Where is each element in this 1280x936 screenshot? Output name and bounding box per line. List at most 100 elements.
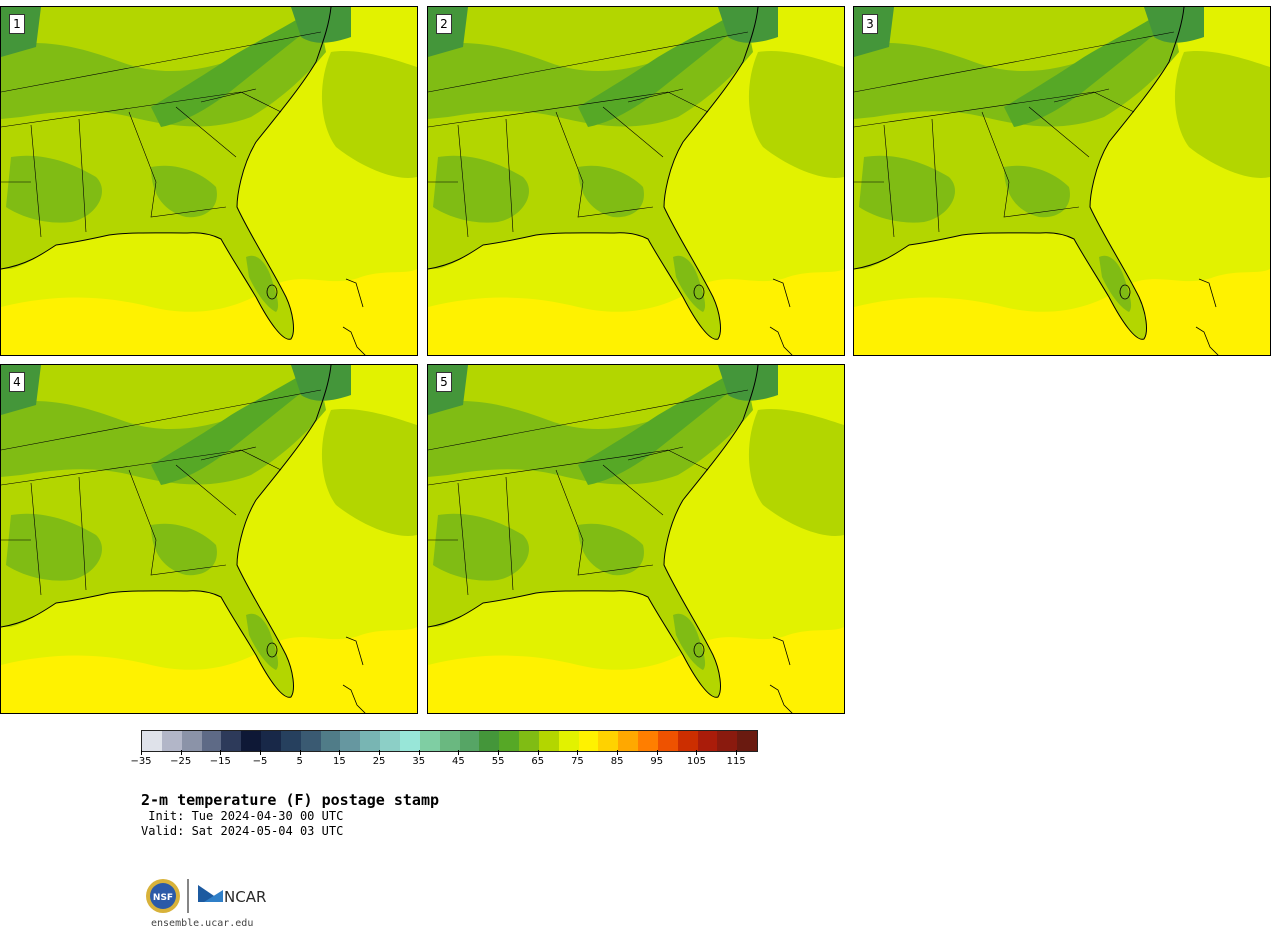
- colorbar-swatch: [201, 731, 222, 751]
- bahamas: [769, 636, 793, 713]
- colorbar-tick: [299, 750, 301, 755]
- bahamas: [342, 636, 366, 713]
- colorbar-swatch: [479, 731, 500, 751]
- offshore-patch-70: [321, 50, 417, 178]
- northeast-55: [1144, 7, 1204, 43]
- nsf-logo-icon: NSF: [146, 879, 180, 913]
- colorbar-tick: [736, 750, 738, 755]
- warm-band-80: [854, 269, 1270, 355]
- colorbar-tick-label: −35: [130, 756, 152, 767]
- temperature-colorbar: [141, 730, 758, 752]
- interior-65: [428, 385, 753, 485]
- colorbar-tick-label: 115: [726, 756, 746, 767]
- warm-band-80: [1, 269, 417, 355]
- northeast-55: [718, 7, 778, 43]
- member-number-label: 5: [436, 372, 452, 392]
- interior-65: [854, 27, 1179, 127]
- state-borders: [428, 389, 749, 596]
- colorbar-tick-label: −15: [209, 756, 231, 767]
- colorbar-swatch: [657, 731, 678, 751]
- colorbar-swatch: [439, 731, 460, 751]
- colorbar-tick-label: 25: [372, 756, 386, 767]
- lake-okeechobee: [1119, 284, 1131, 300]
- colorbar-tick: [617, 750, 619, 755]
- temperature-map: [1, 365, 417, 713]
- colorbar-swatch: [399, 731, 420, 751]
- colorbar-tick-label: 55: [491, 756, 505, 767]
- colorbar-swatch: [519, 731, 539, 751]
- interior-65b: [433, 155, 529, 223]
- interior-65c: [151, 165, 217, 218]
- interior-65c: [578, 165, 644, 218]
- offshore-patch-70: [1174, 50, 1270, 178]
- colorbar-tick: [141, 750, 142, 755]
- colorbar-swatch: [261, 731, 281, 751]
- colorbar-swatch: [677, 731, 698, 751]
- florida-65: [246, 255, 279, 312]
- florida-65: [1099, 255, 1132, 312]
- colorbar-tick-label: 75: [571, 756, 584, 767]
- florida-65: [246, 613, 279, 670]
- northeast-55: [718, 365, 778, 401]
- colorbar-tick: [696, 750, 698, 755]
- ensemble-member-panel-2: 2: [427, 6, 845, 356]
- bahamas: [769, 278, 793, 355]
- colorbar-tick-label: 5: [296, 756, 303, 767]
- colorbar-tick: [656, 750, 658, 755]
- colorbar-swatch: [340, 731, 361, 751]
- site-url: ensemble.ucar.edu: [151, 918, 254, 929]
- state-borders: [428, 31, 749, 238]
- ncar-logo-icon: NCAR: [198, 885, 266, 906]
- colorbar-tick: [418, 750, 420, 755]
- colorbar-tick-label: 45: [452, 756, 465, 767]
- map-slot: [1, 365, 417, 713]
- state-borders: [1, 389, 322, 596]
- colorbar-swatch: [380, 731, 400, 751]
- florida-65: [673, 255, 706, 312]
- colorbar-tick: [379, 750, 381, 755]
- warm-band-80: [1, 627, 417, 713]
- colorbar-swatch: [737, 731, 758, 751]
- colorbar-tick: [577, 750, 579, 755]
- interior-65c: [578, 523, 644, 576]
- colorbar-swatch: [300, 731, 321, 751]
- colorbar-tick: [498, 750, 500, 755]
- colorbar-ticks: −35 −25 −15 −5 5 15 25 35 45 55 65 75 85 95 105 115: [130, 750, 756, 774]
- valid-time: Valid: Sat 2024-05-04 03 UTC: [141, 824, 344, 838]
- offshore-patch-70: [748, 408, 844, 536]
- warm-band-80: [428, 627, 844, 713]
- colorbar-swatch: [598, 731, 619, 751]
- colorbar-swatch: [638, 731, 658, 751]
- map-slot: [1, 7, 417, 355]
- coastline: [1, 365, 332, 698]
- interior-65b: [6, 155, 102, 223]
- interior-65b: [433, 513, 529, 581]
- map-slot: [854, 7, 1270, 355]
- state-borders: [1, 31, 322, 238]
- colorbar-swatch: [142, 731, 162, 751]
- colorbar-swatch: [320, 731, 341, 751]
- colorbar-swatch: [360, 731, 381, 751]
- colorbar-swatch: [221, 731, 242, 751]
- colorbar-swatch: [419, 731, 440, 751]
- colorbar-swatch: [578, 731, 599, 751]
- colorbar-tick: [458, 750, 460, 755]
- interior-65: [428, 27, 753, 127]
- colorbar-tick: [537, 750, 539, 755]
- ensemble-member-panel-1: 1: [0, 6, 418, 356]
- map-slot: [428, 7, 844, 355]
- coastline: [854, 7, 1185, 340]
- warm-band-80: [428, 269, 844, 355]
- colorbar-swatch: [618, 731, 639, 751]
- colorbar-swatch: [181, 731, 202, 751]
- temperature-map: [854, 7, 1270, 355]
- temperature-map: [428, 7, 844, 355]
- member-number-label: 2: [436, 14, 452, 34]
- colorbar-swatch: [241, 731, 262, 751]
- lake-okeechobee: [693, 284, 705, 300]
- bahamas: [1195, 278, 1219, 355]
- member-number-label: 4: [9, 372, 25, 392]
- colorbar-tick: [180, 750, 182, 755]
- colorbar-swatch: [558, 731, 579, 751]
- state-borders: [854, 31, 1175, 238]
